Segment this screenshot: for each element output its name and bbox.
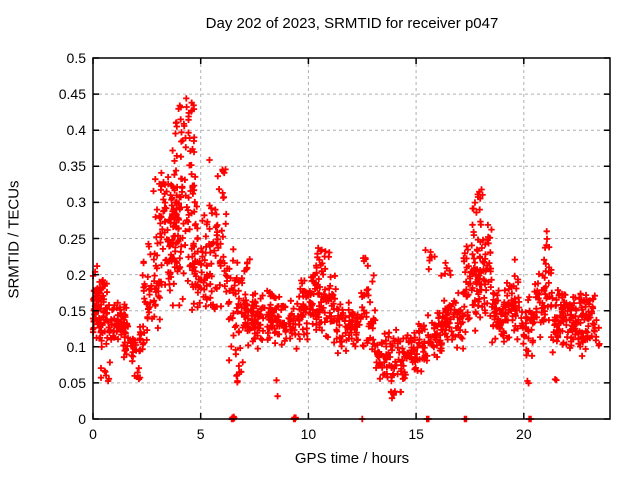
- grid-lines: [93, 58, 610, 419]
- x-tick-label: 15: [408, 426, 424, 442]
- y-tick-label: 0.15: [58, 302, 86, 319]
- x-tick-label: 0: [89, 426, 97, 442]
- data-points: [89, 95, 603, 423]
- plot-border: [92, 57, 611, 420]
- y-tick-label: 0.05: [58, 374, 86, 391]
- y-tick-label: 0.5: [66, 50, 86, 66]
- x-tick-label: 20: [516, 426, 532, 442]
- chart-title: Day 202 of 2023, SRMTID for receiver p04…: [205, 15, 499, 32]
- y-tick-label: 0.25: [58, 230, 86, 247]
- y-tick-label: 0.1: [66, 338, 86, 355]
- y-tick-label: 0.4: [66, 122, 86, 139]
- y-tick-label: 0.3: [66, 194, 86, 211]
- x-tick-label: 5: [196, 426, 205, 442]
- x-axis-label: GPS time / hours: [294, 450, 410, 467]
- y-tick-label: 0: [78, 411, 86, 427]
- y-axis-label: SRMTID / TECUs: [5, 180, 23, 299]
- y-tick-label: 0.45: [58, 86, 86, 103]
- y-tick-label: 0.35: [58, 158, 86, 175]
- y-tick-label: 0.2: [66, 266, 86, 283]
- x-tick-label: 10: [300, 426, 317, 442]
